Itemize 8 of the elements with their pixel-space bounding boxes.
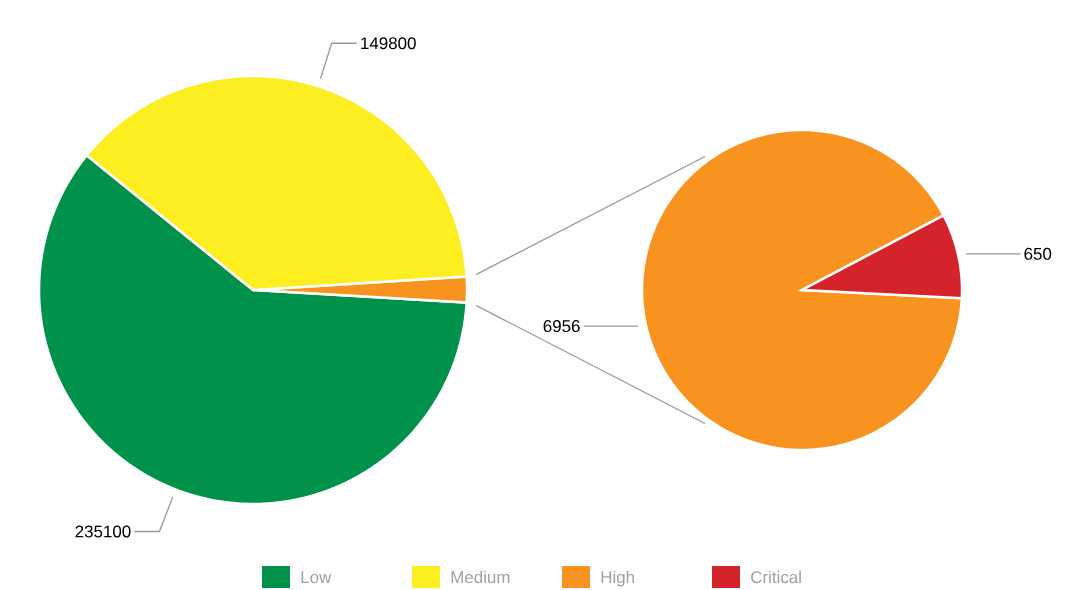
legend-label: Medium: [451, 570, 510, 584]
data-label: 149800: [361, 37, 416, 50]
legend-label: Low: [301, 571, 332, 584]
data-label: 650: [1024, 247, 1052, 260]
legend-label: High: [601, 570, 634, 587]
data-label: 6956: [543, 320, 580, 333]
legend-label: Critical: [751, 570, 801, 584]
data-label: 235100: [75, 525, 131, 538]
